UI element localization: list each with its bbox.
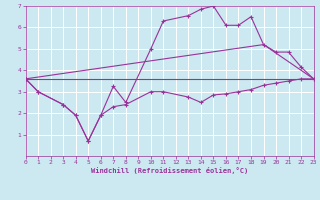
X-axis label: Windchill (Refroidissement éolien,°C): Windchill (Refroidissement éolien,°C) <box>91 167 248 174</box>
